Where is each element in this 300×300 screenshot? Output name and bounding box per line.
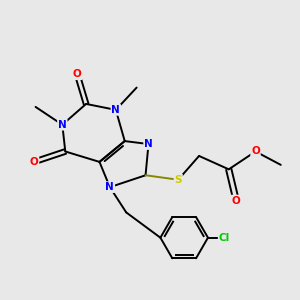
Text: N: N — [111, 105, 120, 115]
Text: O: O — [30, 157, 38, 167]
Text: Cl: Cl — [219, 233, 230, 243]
Text: N: N — [106, 182, 114, 192]
Text: O: O — [73, 69, 82, 79]
Text: O: O — [251, 146, 260, 157]
Text: N: N — [144, 139, 153, 149]
Text: S: S — [175, 175, 182, 185]
Text: O: O — [232, 196, 241, 206]
Text: N: N — [58, 120, 67, 130]
